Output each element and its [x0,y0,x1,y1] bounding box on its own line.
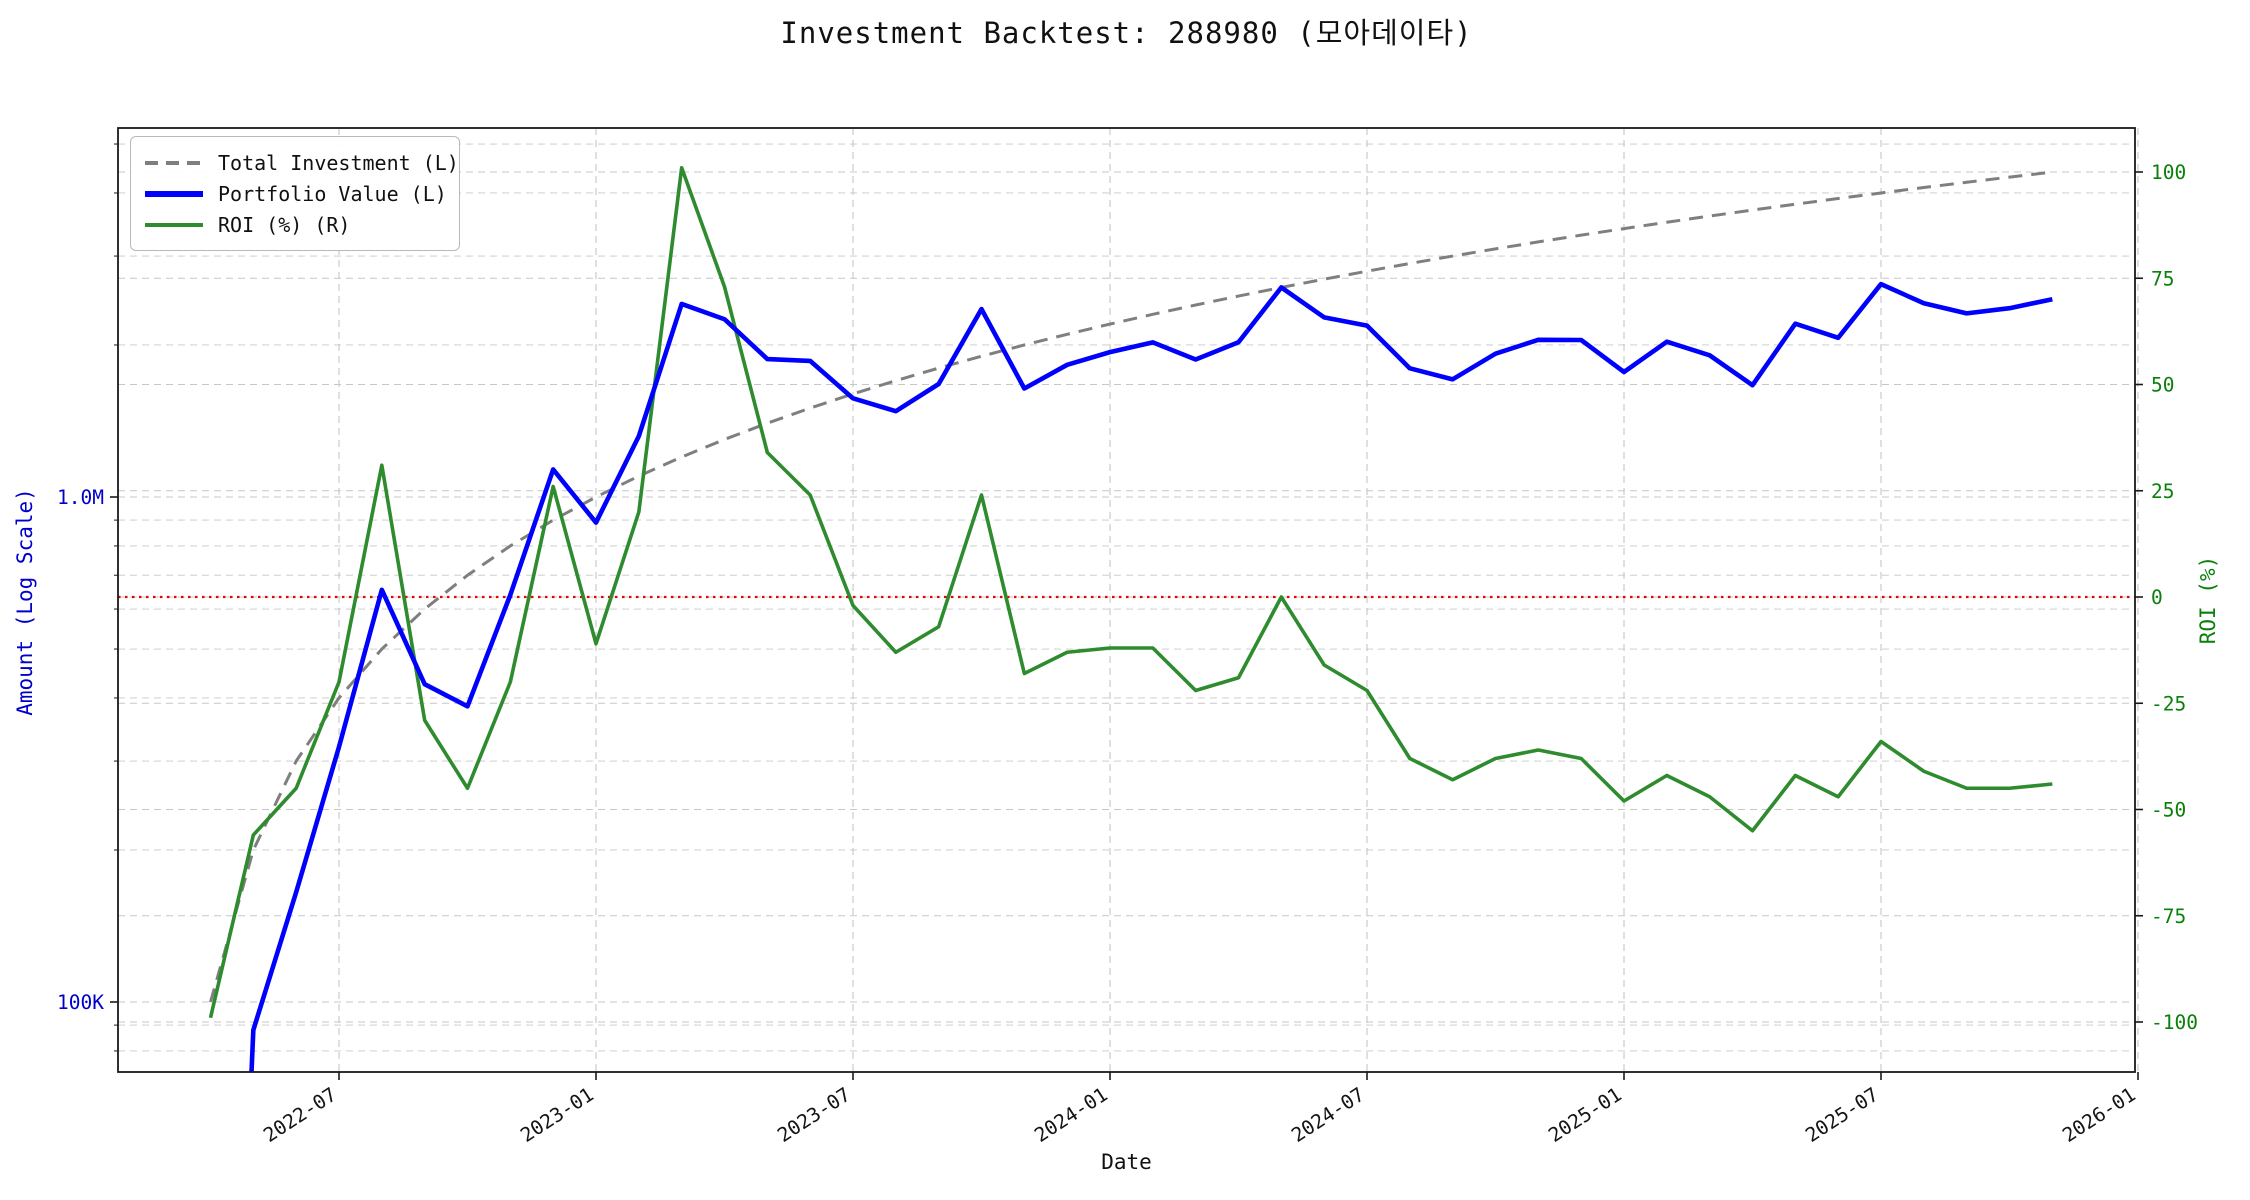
legend-label: ROI (%) (R) [218,212,351,237]
y-left-tick-label: 100K [57,991,104,1014]
portfolio-value-line [249,281,2053,1072]
roi-line [208,165,2053,1019]
x-tick-label: 2025-07 [1801,1083,1882,1147]
dashed-line-swatch-icon [145,160,203,165]
legend-label: Portfolio Value (L) [218,181,447,206]
legend-label: Total Investment (L) [218,150,459,175]
solid-line-swatch-icon [145,222,203,227]
y-left-tick-label: 1.0M [57,486,104,509]
y-right-tick-label: 25 [2151,480,2174,503]
x-axis-label: Date [1101,1150,1152,1174]
left-axis-label: Amount (Log Scale) [13,488,37,716]
x-tick-label: 2023-01 [516,1083,597,1147]
plot-frame [117,127,2136,1073]
legend-item-roi: ROI (%) (R) [145,209,445,240]
y-right-tick-label: 100 [2151,161,2186,184]
y-right-tick-label: -50 [2151,799,2186,822]
y-right-tick-label: -25 [2151,692,2186,715]
y-right-tick-label: 0 [2151,586,2163,609]
chart-title: Investment Backtest: 288980 (모아데이타) [780,16,1473,50]
series-group [208,165,2053,1072]
x-tick-label: 2024-01 [1030,1083,1111,1147]
right-axis-label: ROI (%) [2196,555,2220,645]
x-tick-label: 2023-07 [773,1083,854,1147]
x-tick-label: 2026-01 [2058,1083,2139,1147]
y-right-tick-label: -100 [2151,1011,2198,1034]
x-tick-label: 2024-07 [1287,1083,1368,1147]
y-right-tick-label: -75 [2151,905,2186,928]
legend-item-total-investment: Total Investment (L) [145,147,459,178]
solid-line-swatch-icon [145,190,203,197]
legend-item-portfolio-value: Portfolio Value (L) [145,178,447,209]
x-tick-label: 2025-01 [1544,1083,1625,1147]
x-tick-label: 2022-07 [259,1083,340,1147]
legend: Total Investment (L) Portfolio Value (L)… [130,136,460,251]
total-investment-line [209,170,2053,1003]
y-right-tick-label: 75 [2151,267,2174,290]
y-right-tick-label: 50 [2151,374,2174,397]
